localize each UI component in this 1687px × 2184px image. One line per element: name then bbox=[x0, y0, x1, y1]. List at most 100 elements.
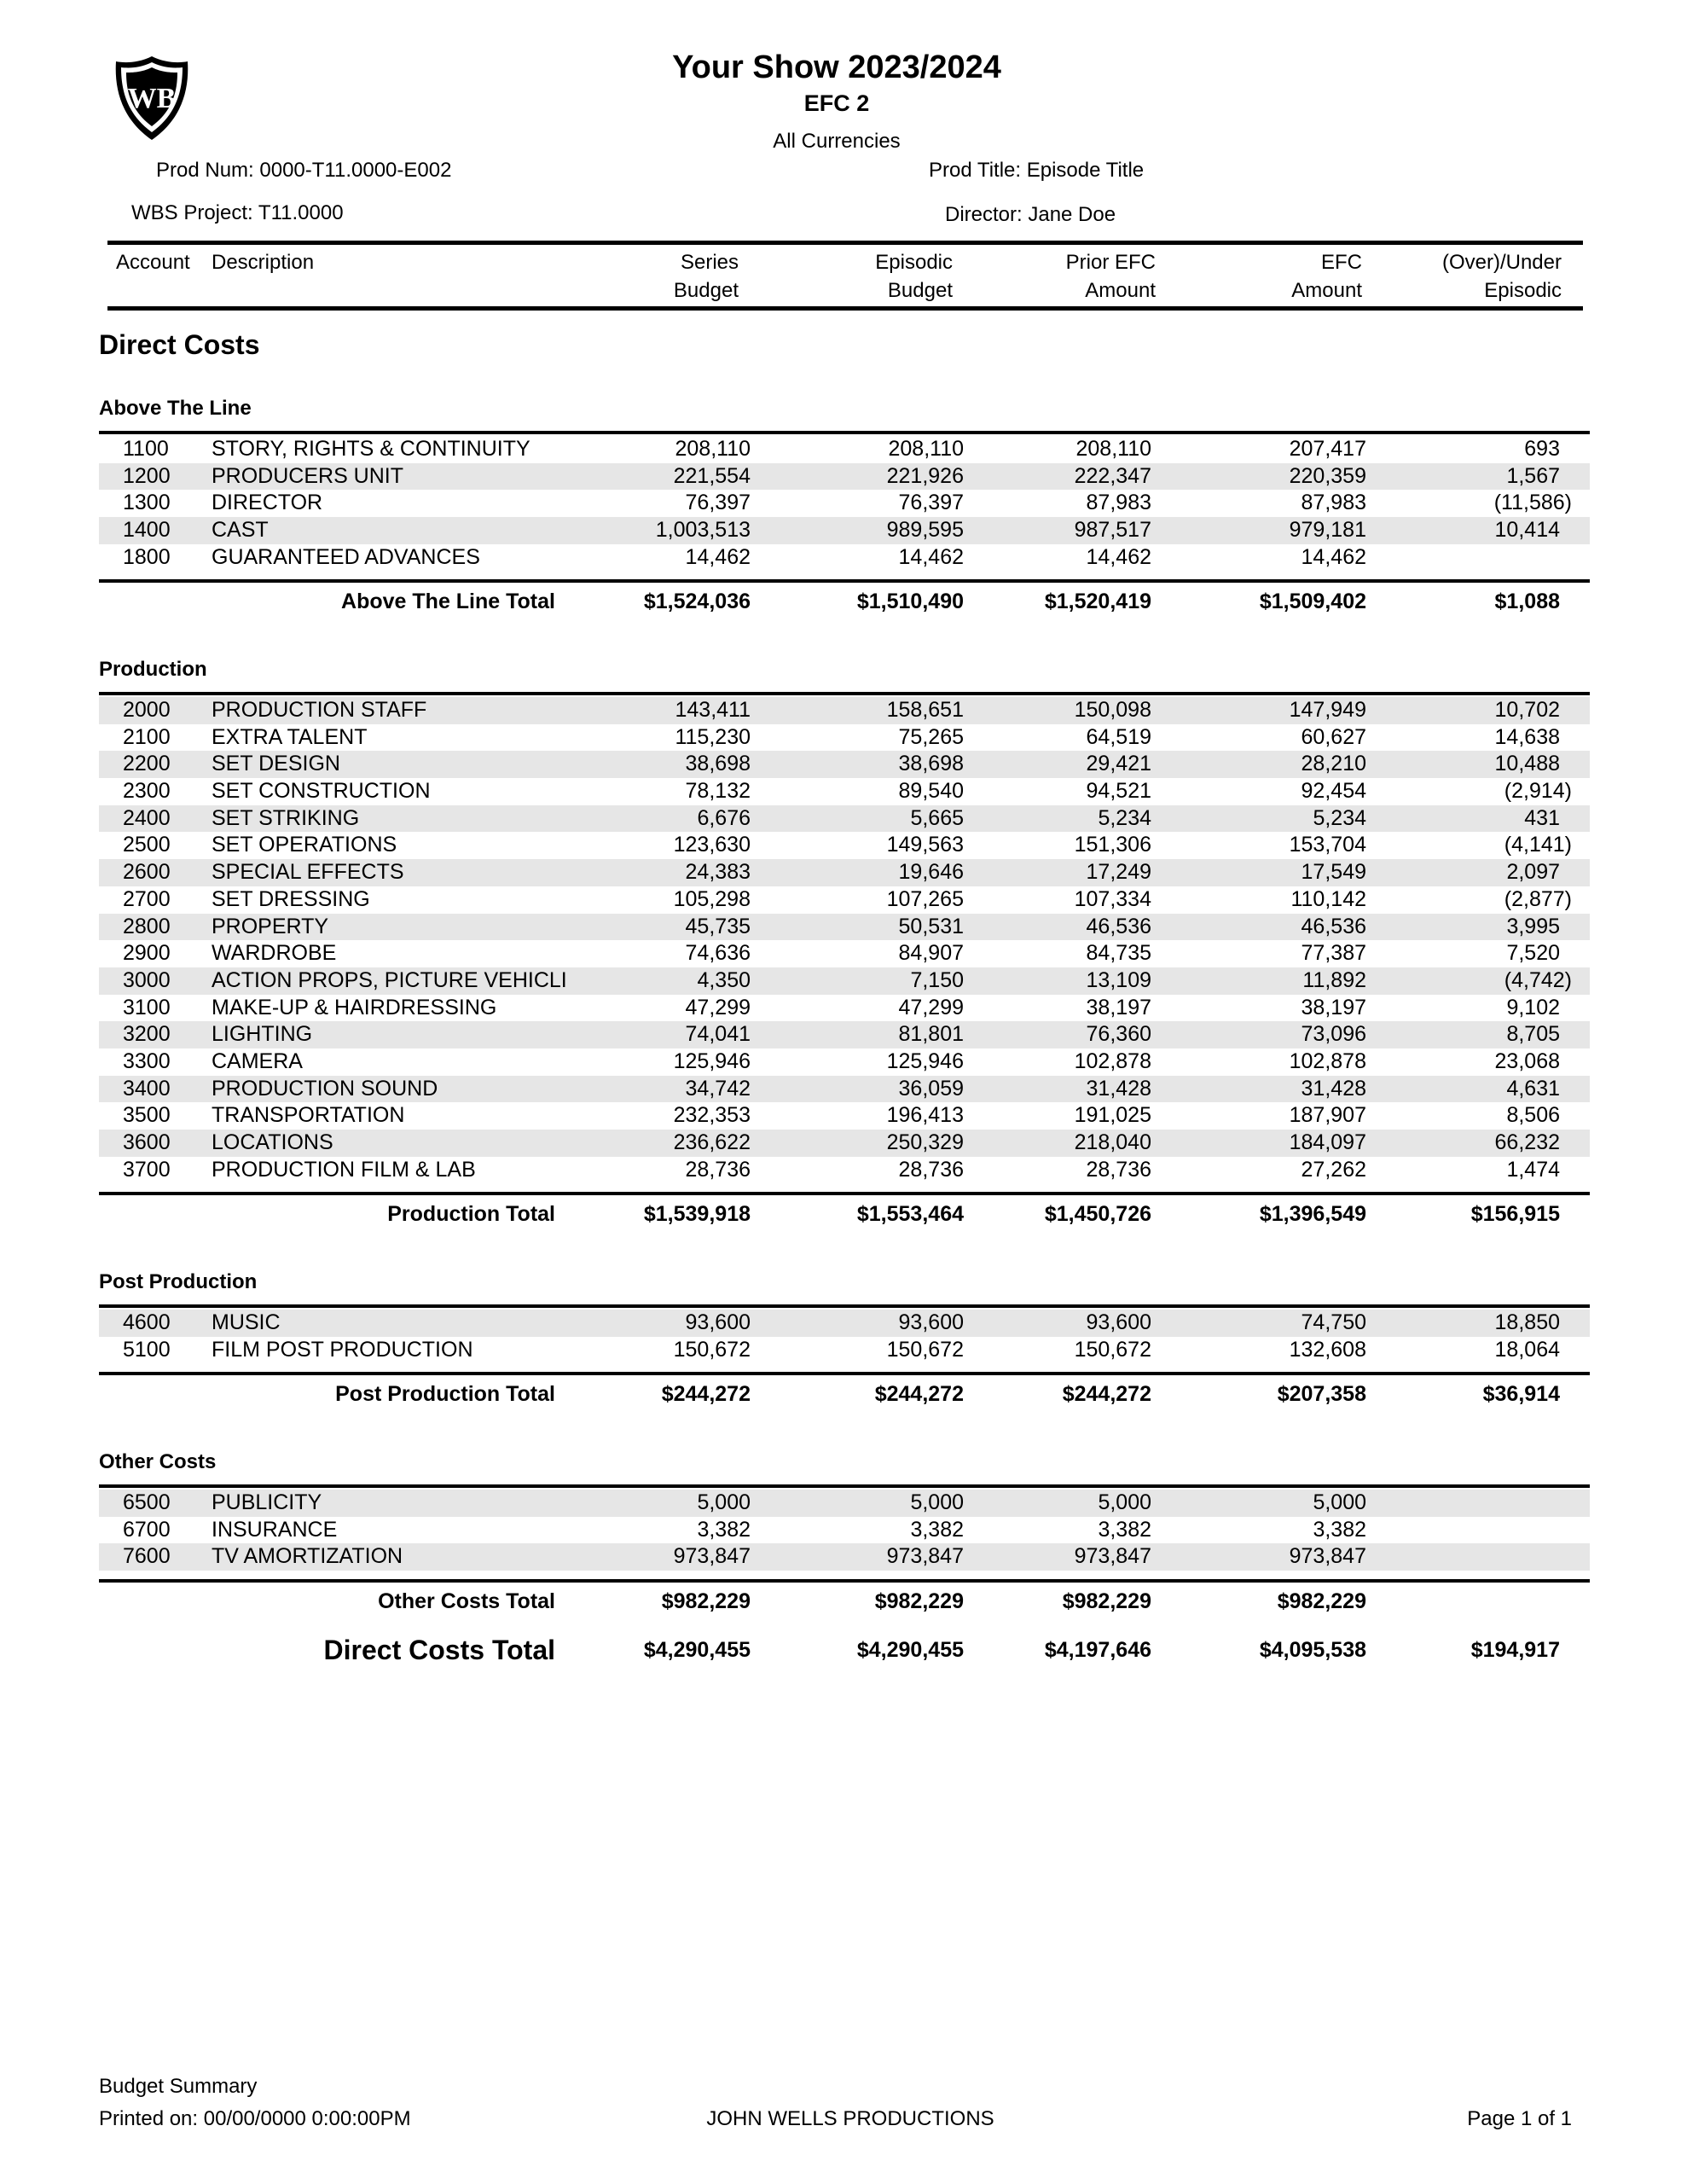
report-name: Budget Summary bbox=[99, 2075, 258, 2098]
cell-value: 28,736 bbox=[685, 1157, 751, 1182]
cell-value: 115,230 bbox=[675, 724, 751, 749]
col-description: Description bbox=[212, 251, 315, 274]
cell-value: 74,750 bbox=[1301, 1310, 1366, 1334]
account-code: 6700 bbox=[123, 1517, 171, 1542]
cell-value: 84,907 bbox=[898, 941, 964, 966]
account-description: SET DRESSING bbox=[212, 886, 370, 911]
section-total-value: $1,396,549 bbox=[1259, 1202, 1366, 1227]
table-row: 2700 SET DRESSING 105,298 107,265 107,334 11… bbox=[99, 886, 1590, 914]
cell-value: 187,907 bbox=[1289, 1103, 1366, 1128]
cell-value: 28,736 bbox=[1086, 1157, 1151, 1182]
cell-value: 973,847 bbox=[886, 1544, 964, 1569]
account-code: 1400 bbox=[123, 518, 171, 543]
section-total-row: Above The Line Total $1,524,036 $1,510,490… bbox=[99, 583, 1590, 620]
cell-value: 132,608 bbox=[1289, 1337, 1366, 1362]
cell-value: 222,347 bbox=[1074, 463, 1151, 488]
cell-value: 5,665 bbox=[910, 805, 964, 830]
account-description: GUARANTEED ADVANCES bbox=[212, 544, 480, 569]
section-total-value: $244,272 bbox=[661, 1382, 751, 1407]
cell-value: 3,382 bbox=[910, 1517, 964, 1542]
account-description: DIRECTOR bbox=[212, 491, 323, 515]
svg-text:WB: WB bbox=[128, 83, 177, 114]
cell-value: 13,109 bbox=[1086, 967, 1151, 992]
section-title: Post Production bbox=[99, 1270, 258, 1293]
grand-total-value: $4,290,455 bbox=[856, 1638, 964, 1662]
cell-value: 123,630 bbox=[673, 833, 751, 857]
cell-value: 3,382 bbox=[1313, 1517, 1366, 1542]
cell-value: (2,914) bbox=[1504, 779, 1572, 804]
section-total-value: $1,539,918 bbox=[643, 1202, 751, 1227]
prod-num: Prod Num: 0000-T11.0000-E002 bbox=[156, 159, 452, 182]
cell-value: 60,627 bbox=[1301, 724, 1366, 749]
cell-value: 693 bbox=[1524, 437, 1560, 461]
table-row: 1200 PRODUCERS UNIT 221,554 221,926 222,347… bbox=[99, 462, 1590, 491]
total-rule bbox=[99, 579, 1590, 584]
table-row: 5100 FILM POST PRODUCTION 150,672 150,672 1… bbox=[99, 1337, 1590, 1364]
account-description: SPECIAL EFFECTS bbox=[212, 860, 404, 885]
cell-value: 236,622 bbox=[673, 1130, 751, 1154]
cell-value: 74,041 bbox=[685, 1022, 751, 1047]
cell-value: 94,521 bbox=[1086, 779, 1151, 804]
section-total-row: Post Production Total $244,272 $244,272 $24… bbox=[99, 1375, 1590, 1413]
account-description: PRODUCTION FILM & LAB bbox=[212, 1157, 476, 1182]
cell-value: 5,000 bbox=[697, 1490, 751, 1514]
group-title: Direct Costs bbox=[99, 329, 260, 360]
cell-value: 87,983 bbox=[1086, 491, 1151, 515]
section-rule bbox=[99, 1484, 1590, 1488]
col-account: Account bbox=[116, 251, 190, 274]
cell-value: 75,265 bbox=[898, 724, 964, 749]
cell-value: 4,631 bbox=[1506, 1076, 1560, 1101]
cell-value: 1,003,513 bbox=[655, 518, 751, 543]
account-code: 2600 bbox=[123, 860, 171, 885]
account-code: 3000 bbox=[123, 967, 171, 992]
wbs-project: WBS Project: T11.0000 bbox=[131, 201, 344, 224]
cell-value: 1,474 bbox=[1506, 1157, 1560, 1182]
table-row: 2100 EXTRA TALENT 115,230 75,265 64,519 60,6… bbox=[99, 724, 1590, 752]
currency-label: All Currencies bbox=[773, 130, 901, 153]
table-row: 1100 STORY, RIGHTS & CONTINUITY 208,110 20… bbox=[99, 436, 1590, 463]
page-number: Page 1 of 1 bbox=[1467, 2107, 1572, 2130]
cell-value: 45,735 bbox=[685, 914, 751, 938]
account-code: 2300 bbox=[123, 779, 171, 804]
prod-title: Prod Title: Episode Title bbox=[929, 159, 1145, 182]
account-description: TV AMORTIZATION bbox=[212, 1544, 403, 1569]
section-total-value: $982,229 bbox=[1062, 1589, 1151, 1614]
wb-shield-logo-icon: WB bbox=[115, 56, 188, 140]
table-row: 2400 SET STRIKING 6,676 5,665 5,234 5,234 431 bbox=[99, 804, 1590, 833]
cell-value: 38,197 bbox=[1301, 995, 1366, 1019]
account-description: PRODUCERS UNIT bbox=[212, 463, 404, 488]
cell-value: 184,097 bbox=[1289, 1130, 1366, 1154]
cell-value: 3,382 bbox=[1098, 1517, 1151, 1542]
account-description: STORY, RIGHTS & CONTINUITY bbox=[212, 437, 530, 461]
cell-value: 208,110 bbox=[888, 437, 964, 461]
account-description: SET DESIGN bbox=[212, 752, 340, 776]
section-title: Other Costs bbox=[99, 1450, 217, 1473]
cell-value: 10,702 bbox=[1494, 698, 1560, 722]
cell-value: 191,025 bbox=[1074, 1103, 1151, 1128]
account-code: 7600 bbox=[123, 1544, 171, 1569]
account-description: EXTRA TALENT bbox=[212, 724, 368, 749]
cell-value: 7,520 bbox=[1506, 941, 1560, 966]
table-row: 1800 GUARANTEED ADVANCES 14,462 14,462 14,4… bbox=[99, 544, 1590, 572]
section-total-value: $1,450,726 bbox=[1044, 1202, 1151, 1227]
table-row: 2600 SPECIAL EFFECTS 24,383 19,646 17,249 17… bbox=[99, 859, 1590, 886]
cell-value: 102,878 bbox=[1074, 1048, 1151, 1073]
cell-value: 28,210 bbox=[1301, 752, 1366, 776]
account-description: SET STRIKING bbox=[212, 805, 360, 830]
account-description: FILM POST PRODUCTION bbox=[212, 1337, 473, 1362]
section-total-value: $1,553,464 bbox=[856, 1202, 964, 1227]
cell-value: 989,595 bbox=[886, 518, 964, 543]
grand-total-value: $4,290,455 bbox=[643, 1638, 751, 1662]
account-code: 1800 bbox=[123, 544, 171, 569]
col-prior-efc-amount: Prior EFC Amount bbox=[1065, 251, 1156, 302]
account-code: 2100 bbox=[123, 724, 171, 749]
account-code: 3700 bbox=[123, 1157, 171, 1182]
cell-value: 9,102 bbox=[1506, 995, 1560, 1019]
grand-total-value: $194,917 bbox=[1470, 1638, 1560, 1662]
cell-value: 220,359 bbox=[1289, 463, 1366, 488]
company-name: JOHN WELLS PRODUCTIONS bbox=[706, 2107, 994, 2130]
cell-value: 221,926 bbox=[886, 463, 964, 488]
col-series-budget: Series Budget bbox=[673, 251, 739, 302]
account-description: SET CONSTRUCTION bbox=[212, 779, 431, 804]
cell-value: 150,672 bbox=[886, 1337, 964, 1362]
